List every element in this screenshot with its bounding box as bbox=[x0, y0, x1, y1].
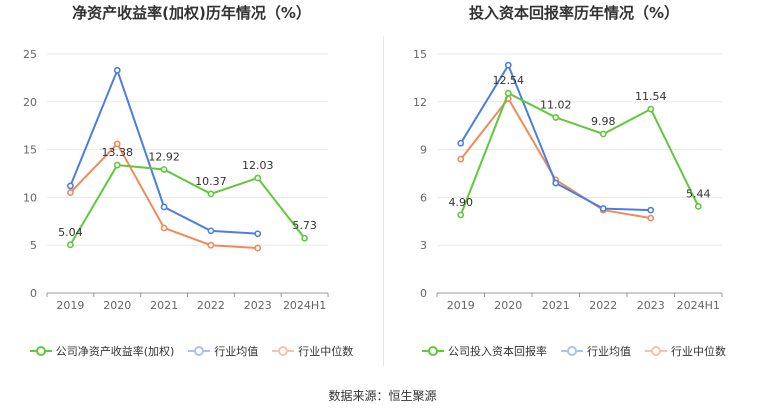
data-label: 12.92 bbox=[148, 150, 180, 163]
chart-legend: 公司净资产收益率(加权) 行业均值 行业中位数 bbox=[0, 343, 383, 359]
legend-line-icon bbox=[561, 345, 583, 357]
roe-line-chart: 0 5 10 15 20 25 2019 2020 2021 2022 2023 2024H1 5.04… bbox=[23, 48, 329, 312]
data-point bbox=[67, 241, 74, 249]
roic-line-chart: 0 3 6 9 12 15 2019 2020 2021 2022 2023 2024H1 4.90 12… bbox=[413, 48, 723, 312]
y-tick-label: 0 bbox=[420, 287, 427, 300]
data-point bbox=[67, 189, 74, 197]
y-tick-label: 12 bbox=[413, 96, 427, 109]
data-label: 9.98 bbox=[591, 115, 616, 128]
x-tick-label: 2023 bbox=[637, 299, 665, 312]
legend-item-industry-mean[interactable]: 行业均值 bbox=[561, 343, 631, 359]
y-tick-label: 10 bbox=[23, 191, 37, 204]
series-line bbox=[459, 62, 651, 212]
legend-item-industry-median[interactable]: 行业中位数 bbox=[645, 343, 726, 359]
x-tick-label: 2022 bbox=[197, 299, 225, 312]
x-tick-label: 2020 bbox=[103, 299, 131, 312]
series-line bbox=[459, 91, 700, 216]
data-label: 10.37 bbox=[195, 175, 227, 188]
data-point bbox=[504, 89, 512, 97]
data-point bbox=[113, 140, 121, 148]
data-point bbox=[552, 114, 560, 121]
data-point bbox=[254, 244, 262, 252]
data-point bbox=[113, 66, 121, 74]
roe-chart-panel: 净资产收益率(加权)历年情况（%） 0 5 10 15 20 25 2019 2020 2021… bbox=[0, 0, 383, 380]
data-label: 5.73 bbox=[292, 219, 317, 232]
series-line bbox=[69, 164, 306, 246]
x-tick-label: 2021 bbox=[542, 299, 570, 312]
data-point bbox=[113, 161, 121, 169]
legend-label: 公司投入资本回报率 bbox=[448, 345, 547, 358]
legend-line-icon bbox=[645, 345, 667, 357]
data-point bbox=[504, 61, 512, 69]
data-label: 5.04 bbox=[58, 226, 83, 239]
legend-line-icon bbox=[422, 345, 444, 357]
legend-line-icon bbox=[272, 345, 295, 357]
x-tick-label: 2019 bbox=[56, 299, 84, 312]
data-point bbox=[599, 130, 607, 138]
legend-item-company[interactable]: 公司净资产收益率(加权) bbox=[29, 343, 175, 359]
data-source: 数据来源：恒生聚源 bbox=[328, 389, 437, 403]
y-tick-label: 3 bbox=[420, 239, 427, 252]
data-point bbox=[207, 241, 215, 249]
y-tick-label: 20 bbox=[23, 96, 37, 109]
y-tick-label: 9 bbox=[420, 144, 427, 157]
legend-item-company[interactable]: 公司投入资本回报率 bbox=[422, 343, 547, 359]
legend-label: 行业均值 bbox=[214, 345, 259, 358]
x-tick-label: 2020 bbox=[494, 299, 522, 312]
y-tick-label: 6 bbox=[420, 191, 427, 204]
legend-label: 公司净资产收益率(加权) bbox=[55, 345, 175, 358]
data-label: 12.54 bbox=[493, 74, 525, 87]
chart-title: 净资产收益率(加权)历年情况（%） bbox=[72, 4, 311, 22]
data-point bbox=[207, 227, 215, 235]
roic-chart-panel: 投入资本回报率历年情况（%） 0 3 6 9 12 15 2019 2020 2021 2022 2… bbox=[383, 0, 765, 380]
y-tick-label: 15 bbox=[413, 48, 427, 61]
data-point bbox=[457, 139, 465, 147]
data-point bbox=[301, 234, 308, 242]
data-label: 5.44 bbox=[686, 187, 711, 200]
x-tick-label: 2023 bbox=[244, 299, 272, 312]
y-tick-label: 15 bbox=[23, 144, 37, 157]
data-point bbox=[694, 202, 702, 210]
chart-legend: 公司投入资本回报率 行业均值 行业中位数 bbox=[383, 343, 765, 359]
data-label: 12.03 bbox=[242, 159, 274, 172]
data-point bbox=[457, 155, 465, 163]
x-tick-label: 2024H1 bbox=[283, 299, 326, 312]
x-tick-label: 2024H1 bbox=[677, 299, 720, 312]
panel-divider bbox=[383, 36, 384, 366]
data-point bbox=[160, 224, 168, 232]
legend-line-icon bbox=[29, 345, 52, 357]
y-tick-label: 0 bbox=[30, 287, 37, 300]
data-point bbox=[647, 214, 655, 222]
legend-item-industry-mean[interactable]: 行业均值 bbox=[188, 343, 258, 359]
legend-label: 行业中位数 bbox=[671, 345, 726, 358]
x-tick-label: 2019 bbox=[447, 299, 475, 312]
data-label: 13.38 bbox=[102, 146, 134, 159]
data-label: 4.90 bbox=[449, 196, 474, 209]
data-point bbox=[160, 203, 168, 211]
legend-label: 行业均值 bbox=[587, 345, 631, 358]
x-tick-label: 2022 bbox=[589, 299, 617, 312]
data-point bbox=[599, 205, 607, 212]
data-point bbox=[254, 174, 262, 182]
data-point bbox=[207, 190, 215, 198]
legend-line-icon bbox=[188, 345, 211, 357]
data-point bbox=[67, 182, 74, 190]
chart-title: 投入资本回报率历年情况（%） bbox=[468, 4, 680, 22]
legend-label: 行业中位数 bbox=[298, 345, 354, 358]
data-point bbox=[254, 230, 262, 238]
data-label: 11.02 bbox=[540, 98, 572, 111]
x-tick-label: 2021 bbox=[150, 299, 178, 312]
data-point bbox=[160, 166, 168, 173]
data-point bbox=[457, 211, 465, 219]
data-label: 11.54 bbox=[635, 90, 667, 103]
y-tick-label: 5 bbox=[30, 239, 37, 252]
data-point bbox=[552, 179, 560, 187]
data-point bbox=[647, 105, 655, 113]
legend-item-industry-median[interactable]: 行业中位数 bbox=[272, 343, 353, 359]
data-point bbox=[647, 206, 655, 214]
y-tick-label: 25 bbox=[23, 48, 37, 61]
